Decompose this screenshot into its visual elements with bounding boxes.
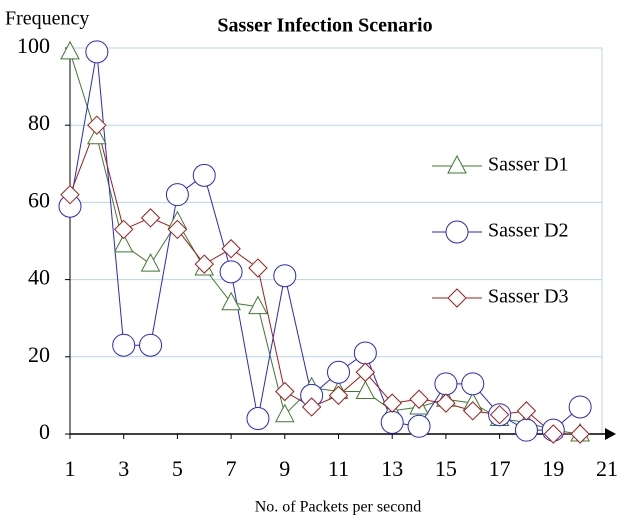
x-tick-label: 3	[118, 456, 129, 481]
x-tick-label: 11	[328, 456, 349, 481]
marker	[489, 404, 510, 425]
marker	[165, 183, 189, 207]
x-tick-label: 19	[542, 456, 564, 481]
x-tick-label: 13	[381, 456, 403, 481]
x-tick-label: 15	[435, 456, 457, 481]
marker	[60, 40, 80, 60]
legend-label: Sasser D3	[488, 286, 569, 308]
marker	[246, 407, 270, 431]
marker	[274, 403, 295, 423]
x-tick-label: 5	[172, 456, 183, 481]
marker	[514, 418, 538, 442]
y-tick-label: 0	[39, 419, 50, 444]
marker	[568, 395, 592, 419]
marker	[248, 295, 268, 315]
y-tick-label: 80	[28, 110, 50, 135]
y-axis-label: Frequency	[5, 8, 89, 30]
marker	[140, 208, 161, 228]
marker	[140, 253, 161, 272]
marker	[87, 115, 107, 135]
marker	[221, 239, 241, 259]
marker	[327, 360, 350, 384]
x-axis-arrow	[605, 428, 616, 440]
marker	[380, 410, 404, 434]
y-tick-label: 100	[17, 33, 50, 58]
x-tick-label: 17	[489, 456, 511, 481]
chart-title: Sasser Infection Scenario	[217, 15, 432, 37]
marker	[87, 125, 107, 145]
marker	[407, 414, 431, 438]
legend-label: Sasser D2	[488, 220, 569, 242]
marker	[221, 291, 241, 311]
marker	[192, 163, 216, 187]
x-tick-label: 9	[279, 456, 290, 481]
marker	[219, 260, 243, 284]
series-line	[69, 51, 581, 435]
marker	[543, 424, 564, 444]
marker	[275, 381, 295, 402]
x-tick-label: 7	[226, 456, 237, 481]
marker	[434, 372, 458, 396]
marker	[113, 219, 134, 240]
marker	[461, 372, 485, 396]
marker	[516, 401, 537, 421]
marker	[167, 219, 188, 240]
marker	[353, 341, 377, 365]
marker	[409, 389, 429, 409]
marker	[355, 362, 376, 382]
legend-label: Sasser D1	[488, 154, 569, 176]
marker	[436, 393, 456, 413]
marker	[194, 254, 214, 274]
marker	[85, 40, 109, 64]
marker	[60, 184, 80, 205]
legend-marker	[447, 288, 467, 308]
marker	[139, 333, 163, 357]
x-axis-label: No. of Packets per second	[255, 499, 422, 516]
marker	[382, 393, 402, 413]
marker	[248, 258, 268, 278]
x-tick-label: 21	[596, 456, 618, 481]
marker	[355, 380, 376, 400]
marker	[463, 401, 483, 421]
marker	[301, 397, 322, 417]
y-tick-label: 40	[28, 265, 50, 290]
y-tick-label: 60	[28, 187, 50, 212]
y-tick-label: 20	[28, 342, 50, 367]
marker	[570, 424, 590, 444]
legend-marker	[445, 220, 469, 244]
legend-marker	[447, 154, 467, 174]
marker	[113, 233, 134, 253]
marker	[328, 385, 349, 406]
marker	[273, 264, 297, 288]
x-tick-label: 1	[65, 456, 76, 481]
marker	[112, 333, 136, 357]
